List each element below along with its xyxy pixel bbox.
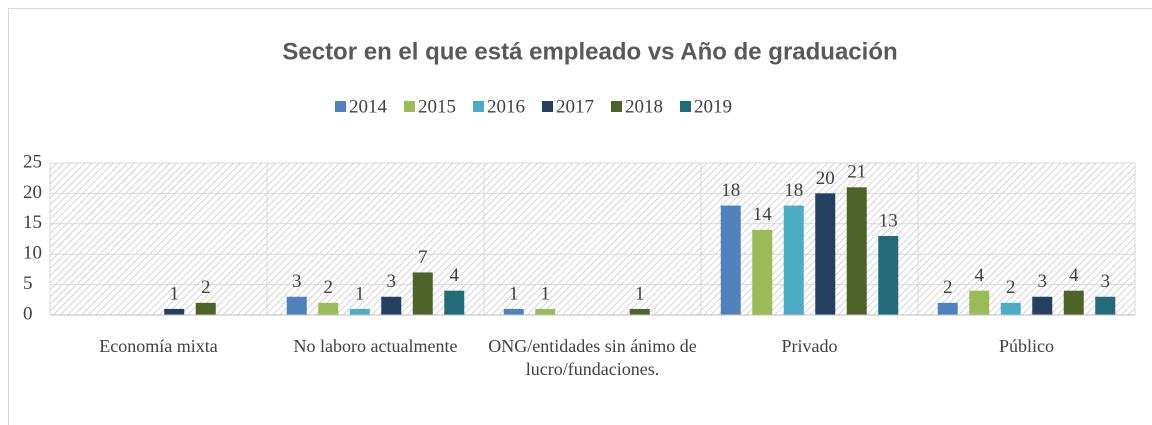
data-label: 18 [784,180,803,201]
data-label: 18 [721,180,740,201]
data-label: 7 [418,247,428,268]
bar [783,205,804,315]
legend-label: 2018 [625,96,663,117]
legend-swatch [542,101,553,112]
data-label: 2 [1006,277,1016,298]
legend-label: 2014 [349,96,388,117]
data-label: 3 [387,271,397,292]
legend-label: 2019 [694,96,732,117]
legend-swatch [473,101,484,112]
bar [1063,290,1084,315]
bar [937,302,958,315]
legend-label: 2017 [556,96,594,117]
data-label: 3 [1038,271,1048,292]
data-label: 2 [943,277,953,298]
bar [535,308,556,315]
bar [752,229,773,315]
bar [815,193,836,315]
data-label: 1 [635,283,645,304]
legend-swatch [335,101,346,112]
bar [412,272,433,315]
x-tick-label: Privado [781,336,838,356]
x-tick-label: No laboro actualmente [293,336,458,356]
plot-area [50,163,1135,315]
bar [1000,302,1021,315]
data-label: 21 [847,162,866,183]
bar [164,308,185,315]
bar [878,235,899,315]
data-label: 20 [816,168,835,189]
bar [846,187,867,315]
y-tick-label: 5 [23,273,33,294]
legend-label: 2015 [418,96,456,117]
data-label: 13 [879,210,898,231]
data-label: 1 [509,283,519,304]
y-tick-label: 20 [23,182,42,203]
y-tick-label: 10 [23,243,42,264]
bar [349,308,370,315]
data-label: 14 [753,204,773,225]
data-label: 1 [355,283,365,304]
bar [318,302,339,315]
y-tick-label: 0 [23,303,33,324]
bar [1095,296,1116,315]
bar [629,308,650,315]
data-label: 1 [170,283,180,304]
y-tick-label: 15 [23,212,42,233]
data-label: 3 [1101,271,1111,292]
bar [195,302,216,315]
bar [286,296,307,315]
data-label: 2 [201,277,211,298]
legend-swatch [680,101,691,112]
x-tick-label: ONG/entidades sin ánimo de lucro/fundaci… [488,336,697,379]
data-label: 4 [975,265,985,286]
legend-swatch [404,101,415,112]
x-tick-label: Público [998,336,1054,356]
data-label: 4 [1069,265,1079,286]
bar [1032,296,1053,315]
bar [969,290,990,315]
data-label: 3 [292,271,302,292]
bar [444,290,465,315]
data-label: 2 [324,277,334,298]
y-tick-label: 25 [23,151,42,172]
legend-swatch [611,101,622,112]
data-label: 4 [450,265,460,286]
x-tick-label: Economía mixta [99,336,218,356]
chart-title: Sector en el que está empleado vs Año de… [282,38,897,65]
bar [503,308,524,315]
bar [720,205,741,315]
bar [381,296,402,315]
legend-label: 2016 [487,96,525,117]
data-label: 1 [541,283,551,304]
